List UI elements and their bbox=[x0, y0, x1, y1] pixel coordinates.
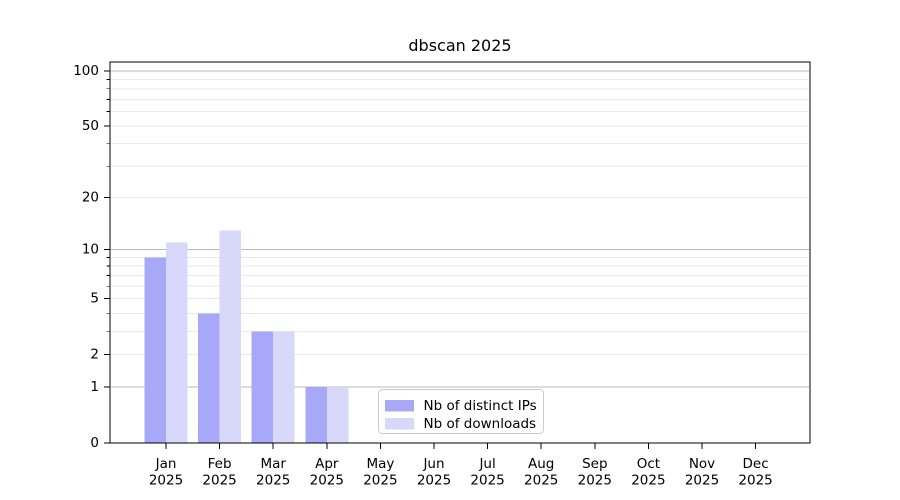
x-tick-label-month: Feb bbox=[208, 456, 232, 472]
legend-label: Nb of distinct IPs bbox=[424, 398, 537, 414]
y-tick-label: 50 bbox=[82, 118, 99, 134]
legend-swatch bbox=[385, 400, 414, 412]
x-tick-label-year: 2025 bbox=[631, 473, 665, 489]
x-tick-label-year: 2025 bbox=[202, 473, 236, 489]
x-tick-label-year: 2025 bbox=[310, 473, 344, 489]
bar-distinct-ips-feb bbox=[198, 313, 220, 443]
x-tick-label-month: Dec bbox=[743, 456, 769, 472]
x-tick-label-year: 2025 bbox=[685, 473, 719, 489]
x-tick-label-year: 2025 bbox=[524, 473, 558, 489]
x-tick-label-year: 2025 bbox=[470, 473, 504, 489]
x-tick-label-year: 2025 bbox=[363, 473, 397, 489]
x-tick-label-year: 2025 bbox=[578, 473, 612, 489]
bar-downloads-apr bbox=[326, 387, 349, 443]
x-tick-label-year: 2025 bbox=[417, 473, 451, 489]
plot-border bbox=[109, 61, 811, 444]
x-tick-label-month: Nov bbox=[689, 456, 715, 472]
y-tick-label: 2 bbox=[90, 346, 99, 362]
x-tick-label-month: Oct bbox=[637, 456, 660, 472]
bar-downloads-mar bbox=[273, 331, 295, 443]
bar-downloads-jan bbox=[166, 242, 188, 443]
legend-label: Nb of downloads bbox=[424, 416, 537, 432]
y-tick-label: 20 bbox=[82, 190, 99, 206]
bar-distinct-ips-apr bbox=[305, 387, 327, 443]
y-tick-label: 5 bbox=[90, 291, 99, 307]
x-tick-label-year: 2025 bbox=[738, 473, 772, 489]
x-tick-label-month: Aug bbox=[528, 456, 554, 472]
bar-distinct-ips-mar bbox=[251, 331, 274, 443]
legend-swatch bbox=[385, 418, 414, 430]
x-tick-label-year: 2025 bbox=[149, 473, 183, 489]
x-tick-label-month: Sep bbox=[582, 456, 607, 472]
x-tick-label-month: Jun bbox=[422, 456, 444, 472]
x-tick-label-month: Jul bbox=[478, 456, 495, 472]
bar-downloads-feb bbox=[219, 230, 242, 443]
y-tick-label: 100 bbox=[73, 63, 99, 79]
legend-box bbox=[378, 389, 544, 434]
x-tick-label-year: 2025 bbox=[256, 473, 290, 489]
bar-distinct-ips-jan bbox=[144, 257, 166, 443]
y-tick-label: 1 bbox=[90, 379, 99, 395]
x-tick-label-month: Mar bbox=[260, 456, 286, 472]
x-tick-label-month: May bbox=[366, 456, 394, 472]
chart-title: dbscan 2025 bbox=[408, 36, 511, 55]
x-tick-label-month: Apr bbox=[315, 456, 339, 472]
x-tick-label-month: Jan bbox=[155, 456, 177, 472]
y-tick-label: 10 bbox=[82, 242, 99, 258]
y-tick-label: 0 bbox=[90, 435, 99, 451]
